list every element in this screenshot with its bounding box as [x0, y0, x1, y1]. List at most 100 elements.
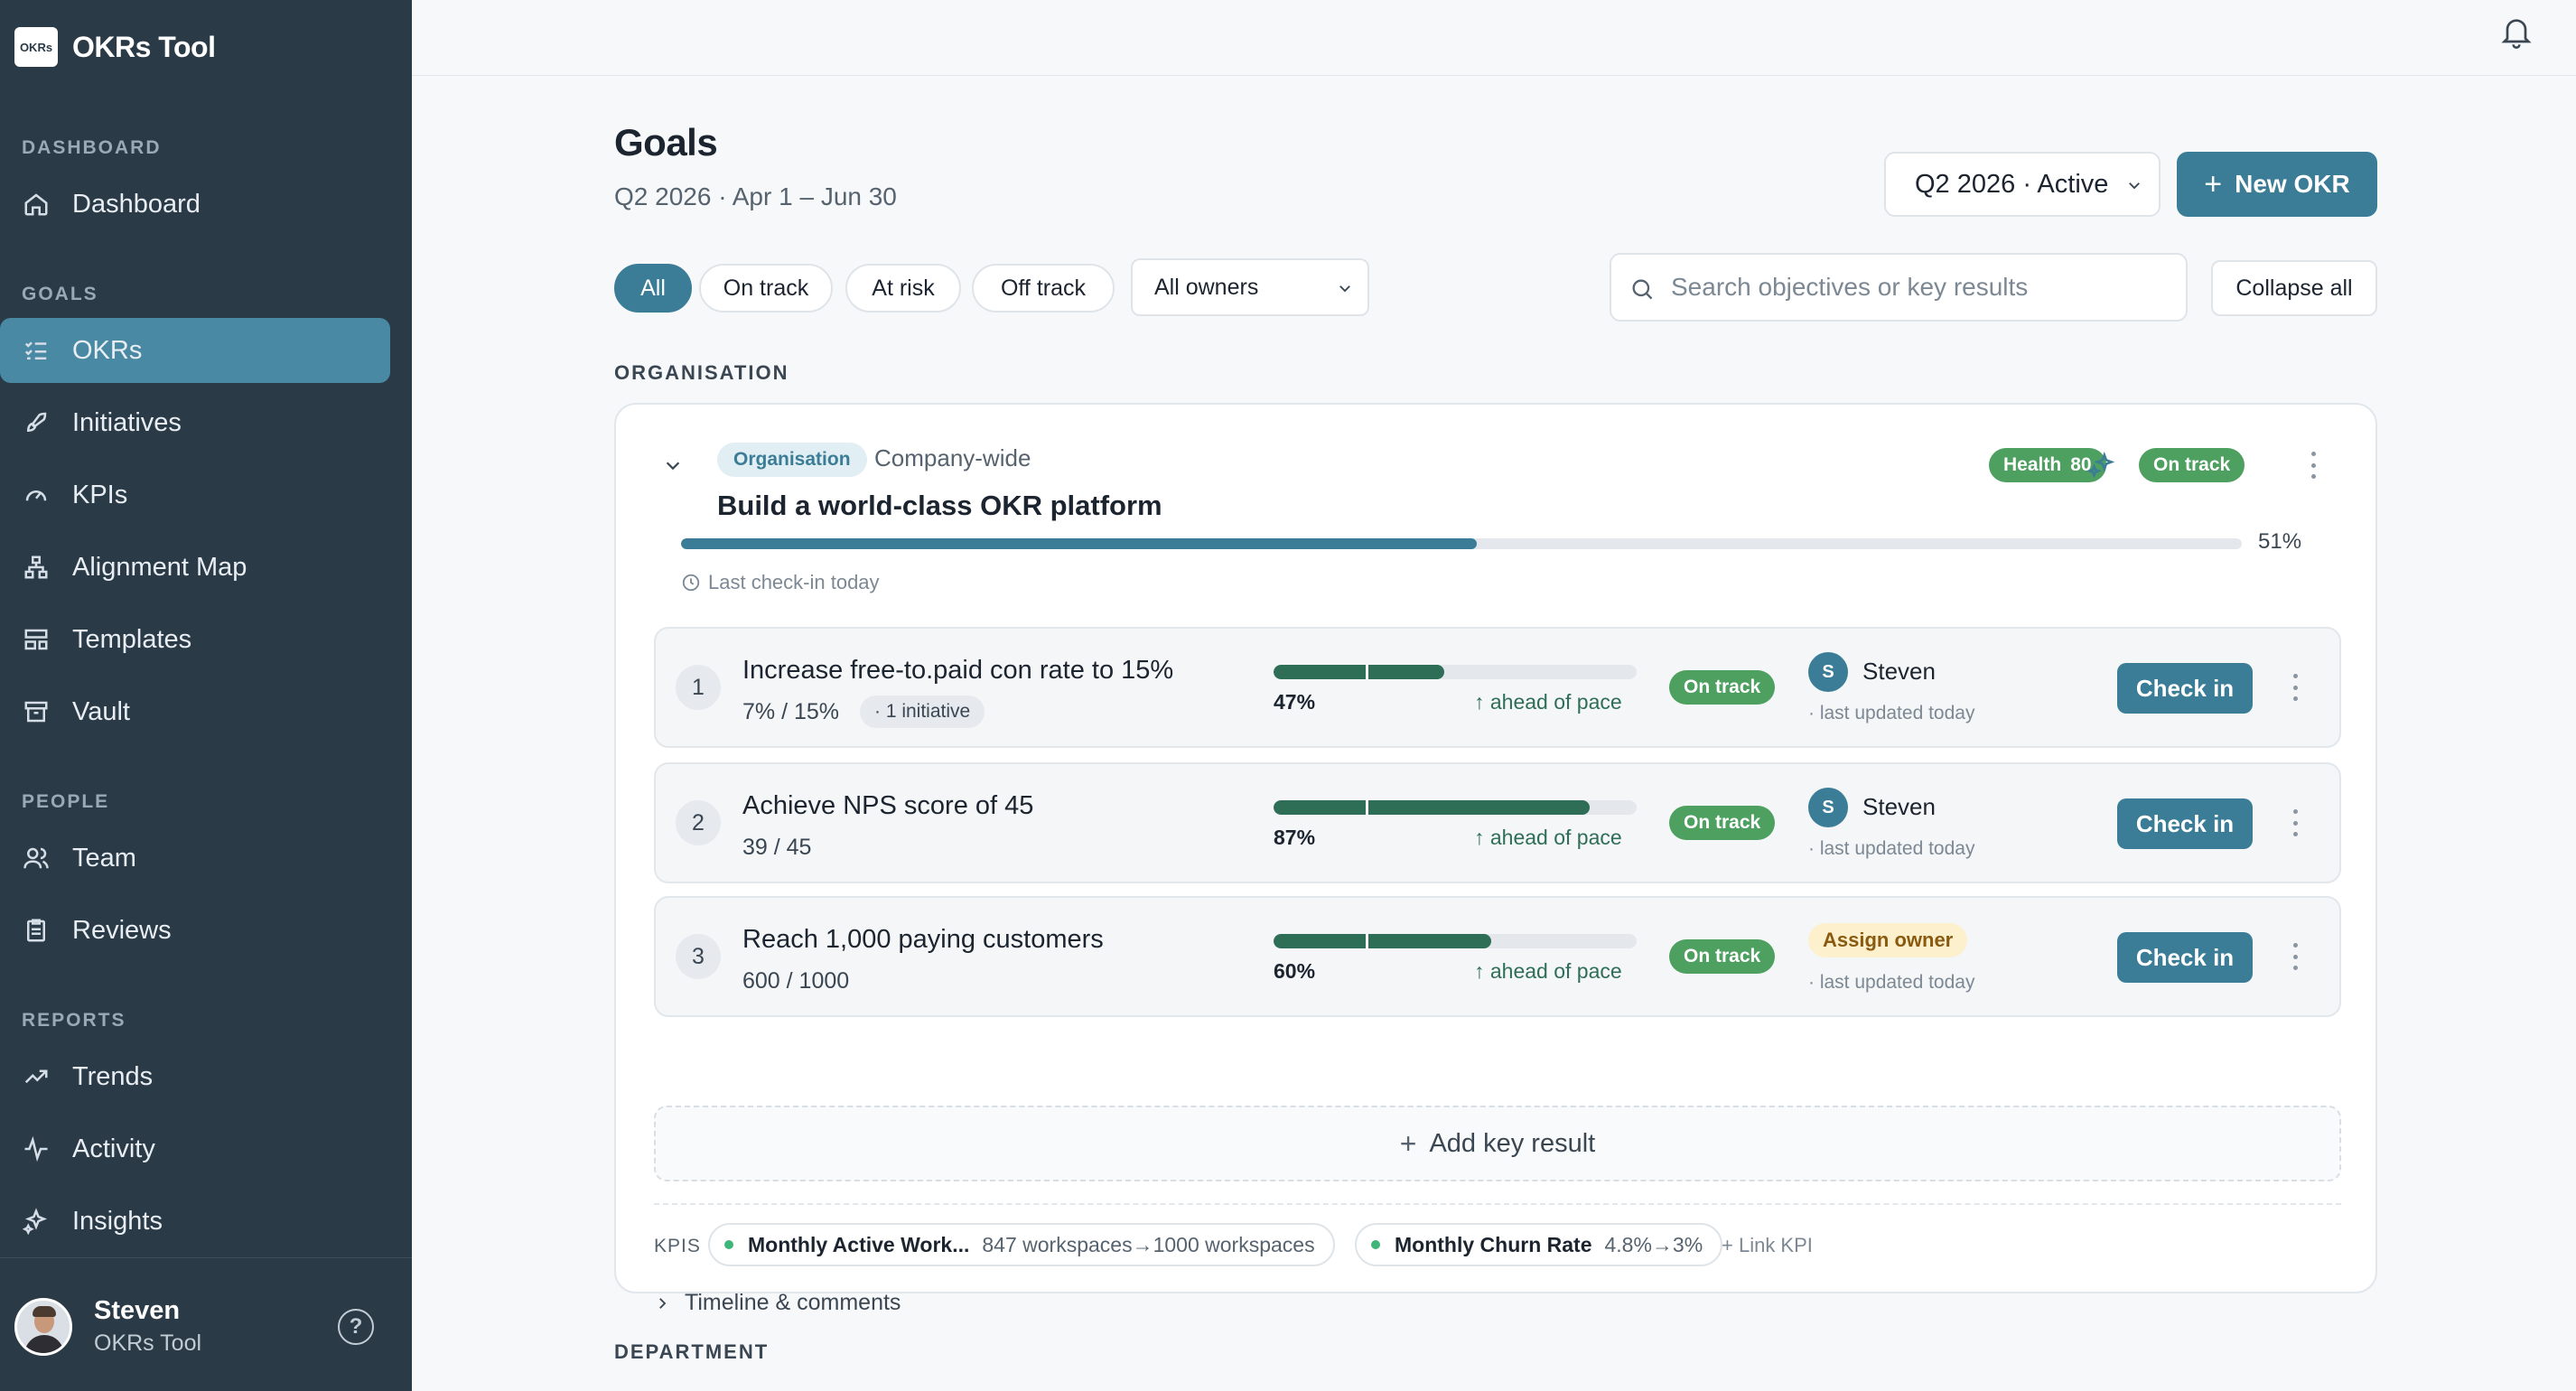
add-key-result-button[interactable]: + Add key result	[654, 1106, 2341, 1181]
kpi-status-dot	[1371, 1240, 1380, 1249]
kr-title[interactable]: Reach 1,000 paying customers	[742, 925, 1104, 954]
objective-progress-percent: 51%	[2258, 529, 2302, 554]
sidebar-item-label: OKRs	[72, 335, 143, 365]
sidebar-item-activity[interactable]: Activity	[0, 1116, 390, 1181]
users-icon	[22, 844, 51, 873]
kr-progress-bar	[1274, 934, 1637, 948]
sparkles-icon[interactable]	[2086, 450, 2117, 481]
owner-avatar[interactable]: S	[1808, 652, 1848, 692]
check-in-button[interactable]: Check in	[2117, 932, 2253, 983]
sidebar-item-kpis[interactable]: KPIs	[0, 462, 390, 527]
sidebar-item-templates[interactable]: Templates	[0, 607, 390, 672]
link-kpi-button[interactable]: + Link KPI	[1722, 1234, 1813, 1256]
kr-progress-percent: 87%	[1274, 826, 1316, 849]
sidebar-item-alignment-map[interactable]: Alignment Map	[0, 535, 390, 600]
check-in-button[interactable]: Check in	[2117, 663, 2253, 714]
kr-last-updated: · last updated today	[1808, 838, 1975, 859]
app-name: OKRs Tool	[72, 30, 216, 63]
owners-select-value: All owners	[1154, 274, 1259, 300]
sidebar-item-label: Templates	[72, 624, 192, 654]
quarter-select[interactable]: Q2 2026 · Active	[1884, 152, 2161, 217]
kpi-name: Monthly Active Work...	[748, 1232, 970, 1256]
sidebar-item-label: KPIs	[72, 480, 128, 509]
clock-icon	[682, 574, 700, 592]
objective-title[interactable]: Build a world-class OKR platform	[717, 490, 1162, 521]
sidebar-item-dashboard[interactable]: Dashboard	[0, 172, 390, 237]
sidebar-item-label: Insights	[72, 1206, 163, 1236]
kr-more-icon[interactable]	[2291, 674, 2300, 701]
chevron-down-icon[interactable]	[663, 455, 683, 475]
kr-last-updated: · last updated today	[1808, 703, 1975, 724]
kpi-chip[interactable]: Monthly Active Work... 847 workspaces→10…	[708, 1223, 1335, 1266]
kpi-chip[interactable]: Monthly Churn Rate 4.8%→3%	[1355, 1223, 1723, 1266]
user-name: Steven	[94, 1296, 181, 1325]
owner-name: Steven	[1862, 658, 1936, 685]
sidebar-item-trends[interactable]: Trends	[0, 1044, 390, 1109]
timeline-toggle[interactable]: Timeline & comments	[654, 1290, 901, 1316]
kr-status-badge: On track	[1669, 939, 1776, 974]
objective-progress-bar	[681, 538, 2242, 549]
sidebar-item-team[interactable]: Team	[0, 826, 390, 891]
nav-section-people: PEOPLE	[22, 791, 110, 812]
trend-icon	[22, 1062, 51, 1091]
nav-section-dashboard: DASHBOARD	[22, 137, 162, 158]
plus-icon: +	[1399, 1126, 1417, 1160]
sidebar: OKRs OKRs Tool DASHBOARD Dashboard GOALS…	[0, 0, 412, 1391]
key-result-row[interactable]: 3 Reach 1,000 paying customers 600 / 100…	[654, 896, 2341, 1017]
kpi-value: 847 workspaces→1000 workspaces	[982, 1232, 1315, 1256]
new-okr-label: New OKR	[2235, 170, 2350, 198]
avatar[interactable]	[14, 1298, 72, 1356]
home-icon	[22, 190, 51, 219]
kpi-value: 4.8%→3%	[1604, 1232, 1703, 1256]
add-key-result-label: Add key result	[1429, 1128, 1596, 1158]
gauge-icon	[22, 481, 51, 509]
search-box	[1610, 253, 2188, 322]
key-result-row[interactable]: 1 Increase free-to.paid con rate to 15% …	[654, 627, 2341, 748]
kr-title[interactable]: Increase free-to.paid con rate to 15%	[742, 656, 1174, 685]
kr-value: 39 / 45	[742, 835, 812, 860]
kr-more-icon[interactable]	[2291, 943, 2300, 970]
filter-all[interactable]: All	[614, 264, 692, 313]
objective-more-icon[interactable]	[2309, 452, 2318, 479]
page-title: Goals	[614, 121, 718, 163]
brand[interactable]: OKRs OKRs Tool	[14, 27, 216, 67]
new-okr-button[interactable]: + New OKR	[2177, 152, 2377, 217]
sidebar-item-label: Reviews	[72, 915, 172, 945]
kr-value: 600 / 1000	[742, 968, 850, 994]
collapse-all-button[interactable]: Collapse all	[2211, 260, 2377, 316]
sidebar-item-initiatives[interactable]: Initiatives	[0, 390, 390, 455]
hierarchy-icon	[22, 553, 51, 582]
help-icon[interactable]: ?	[338, 1309, 374, 1345]
kr-initiative-badge[interactable]: · 1 initiative	[860, 696, 985, 728]
check-in-button[interactable]: Check in	[2117, 798, 2253, 849]
sidebar-item-reviews[interactable]: Reviews	[0, 898, 390, 963]
filter-on-track[interactable]: On track	[699, 264, 833, 313]
assign-owner-button[interactable]: Assign owner	[1808, 923, 1968, 957]
sidebar-item-label: Trends	[72, 1061, 154, 1091]
kr-status-badge: On track	[1669, 806, 1776, 840]
last-checkin: Last check-in today	[681, 571, 880, 594]
kr-title[interactable]: Achieve NPS score of 45	[742, 791, 1034, 820]
kpi-name: Monthly Churn Rate	[1395, 1232, 1592, 1256]
kr-last-updated: · last updated today	[1808, 972, 1975, 993]
owner-avatar[interactable]: S	[1808, 788, 1848, 827]
kr-number: 1	[676, 665, 721, 710]
sidebar-item-insights[interactable]: Insights	[0, 1189, 390, 1254]
search-input[interactable]	[1671, 273, 2177, 302]
kr-status-badge: On track	[1669, 670, 1776, 705]
page-subtitle: Q2 2026 · Apr 1 – Jun 30	[614, 182, 897, 210]
owners-select[interactable]: All owners	[1131, 258, 1369, 316]
chevron-right-icon	[659, 1297, 667, 1309]
app-logo: OKRs	[14, 27, 58, 67]
sidebar-item-vault[interactable]: Vault	[0, 679, 390, 744]
health-value: 80	[2070, 454, 2092, 475]
filter-off-track[interactable]: Off track	[972, 264, 1115, 313]
key-result-row[interactable]: 2 Achieve NPS score of 45 39 / 45 87% ↑ …	[654, 762, 2341, 883]
sidebar-item-okrs[interactable]: OKRs	[0, 318, 390, 383]
bell-icon[interactable]	[2498, 13, 2534, 52]
search-icon	[1632, 279, 1653, 300]
health-badge: Health 80	[1989, 448, 2106, 482]
sidebar-footer: Steven OKRs Tool ?	[0, 1257, 412, 1391]
filter-at-risk[interactable]: At risk	[845, 264, 961, 313]
kr-more-icon[interactable]	[2291, 809, 2300, 836]
